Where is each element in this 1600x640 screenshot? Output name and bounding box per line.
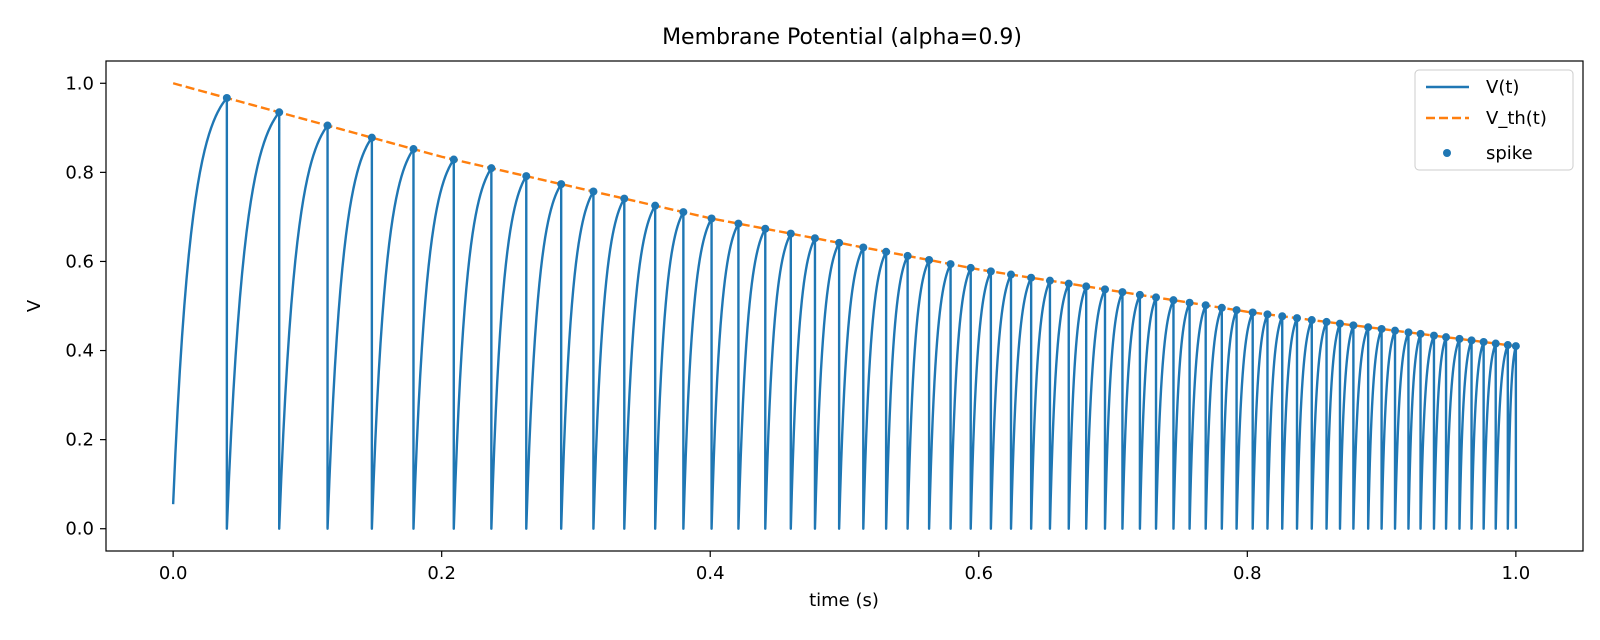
x-axis: 0.0 0.2 0.4 0.6 0.8 1.0 <box>159 551 1530 584</box>
x-tick-label: 1.0 <box>1502 563 1531 584</box>
y-tick-label: 0.2 <box>65 430 94 451</box>
y-axis-label: V <box>24 299 45 312</box>
spike-point <box>1442 333 1451 342</box>
spike-point <box>1416 329 1425 338</box>
spike-point <box>707 214 716 223</box>
legend-box <box>1414 69 1574 171</box>
spike-point <box>1404 328 1413 337</box>
spike-point <box>882 247 891 256</box>
spike-point <box>323 121 332 130</box>
legend-vt-label: V(t) <box>1486 77 1519 98</box>
spike-point <box>1201 301 1210 310</box>
spike-point <box>903 251 912 260</box>
spike-point <box>1349 321 1358 330</box>
spike-point <box>1455 334 1464 343</box>
spike-point <box>1118 288 1127 297</box>
spike-point <box>620 194 629 203</box>
spike-point <box>367 133 376 142</box>
spike-point <box>1045 276 1054 285</box>
legend: V(t) V_th(t) spike <box>1414 69 1574 171</box>
spike-point <box>786 229 795 238</box>
spike-point <box>522 172 531 181</box>
spike-point <box>1278 312 1287 321</box>
spike-point <box>1364 323 1373 332</box>
spike-point <box>835 238 844 247</box>
y-tick-label: 0.6 <box>65 251 94 272</box>
spike-point <box>1100 285 1109 294</box>
spike-point <box>1491 339 1500 348</box>
chart-title: Membrane Potential (alpha=0.9) <box>662 25 1022 50</box>
spike-point <box>1479 337 1488 346</box>
y-tick-label: 0.4 <box>65 341 94 362</box>
spike-point <box>986 267 995 276</box>
spike-point <box>1169 296 1178 305</box>
spike-point <box>1429 331 1438 340</box>
spike-point <box>1248 308 1257 317</box>
spike-point <box>1511 342 1520 351</box>
spike-point <box>589 187 598 196</box>
spike-point <box>409 145 418 154</box>
spike-point <box>810 234 819 243</box>
spike-point <box>1377 324 1386 333</box>
spike-point <box>1391 326 1400 335</box>
spike-point <box>679 208 688 217</box>
series-layer <box>171 82 1520 530</box>
y-tick-label: 0.8 <box>65 162 94 183</box>
series-line-v <box>171 96 1518 530</box>
spike-point <box>275 108 284 117</box>
y-tick-label: 1.0 <box>65 73 94 94</box>
y-tick-label: 0.0 <box>65 519 94 540</box>
series-line-vth <box>172 82 1517 348</box>
spike-point <box>1152 293 1161 302</box>
spike-point <box>1135 290 1144 299</box>
spike-point <box>1263 310 1272 319</box>
spike-point <box>487 164 496 173</box>
spike-point <box>1292 314 1301 323</box>
x-axis-label: time (s) <box>809 590 879 611</box>
x-tick-label: 0.8 <box>1233 563 1262 584</box>
spike-point <box>1503 341 1512 350</box>
spike-point <box>925 255 934 264</box>
x-tick-label: 0.4 <box>696 563 725 584</box>
axes-frame <box>105 60 1584 552</box>
y-axis: 0.0 0.2 0.4 0.6 0.8 1.0 <box>65 73 106 540</box>
spike-point <box>557 180 566 189</box>
spike-point <box>1185 298 1194 307</box>
spike-point <box>1307 316 1316 325</box>
spike-point <box>761 224 770 233</box>
x-tick-label: 0.2 <box>427 563 456 584</box>
legend-spike-label: spike <box>1486 143 1533 164</box>
spike-point <box>651 201 660 210</box>
spike-point <box>1006 270 1015 279</box>
spike-point <box>1082 282 1091 291</box>
spike-point <box>946 260 955 269</box>
spike-point <box>1467 336 1476 345</box>
spike-point <box>449 155 458 164</box>
plot-area <box>105 60 1584 552</box>
x-tick-label: 0.0 <box>159 563 188 584</box>
spike-point <box>1027 273 1036 282</box>
spike-point <box>1064 279 1073 288</box>
spike-point <box>1217 303 1226 312</box>
legend-spike-marker <box>1443 149 1451 157</box>
spike-point <box>859 243 868 252</box>
spike-point <box>734 219 743 228</box>
spike-point <box>222 93 231 102</box>
x-tick-label: 0.6 <box>964 563 993 584</box>
spike-point <box>966 263 975 272</box>
legend-vth-label: V_th(t) <box>1486 108 1547 129</box>
spike-point <box>1232 306 1241 315</box>
spike-point <box>1335 319 1344 328</box>
spike-point <box>1322 317 1331 326</box>
